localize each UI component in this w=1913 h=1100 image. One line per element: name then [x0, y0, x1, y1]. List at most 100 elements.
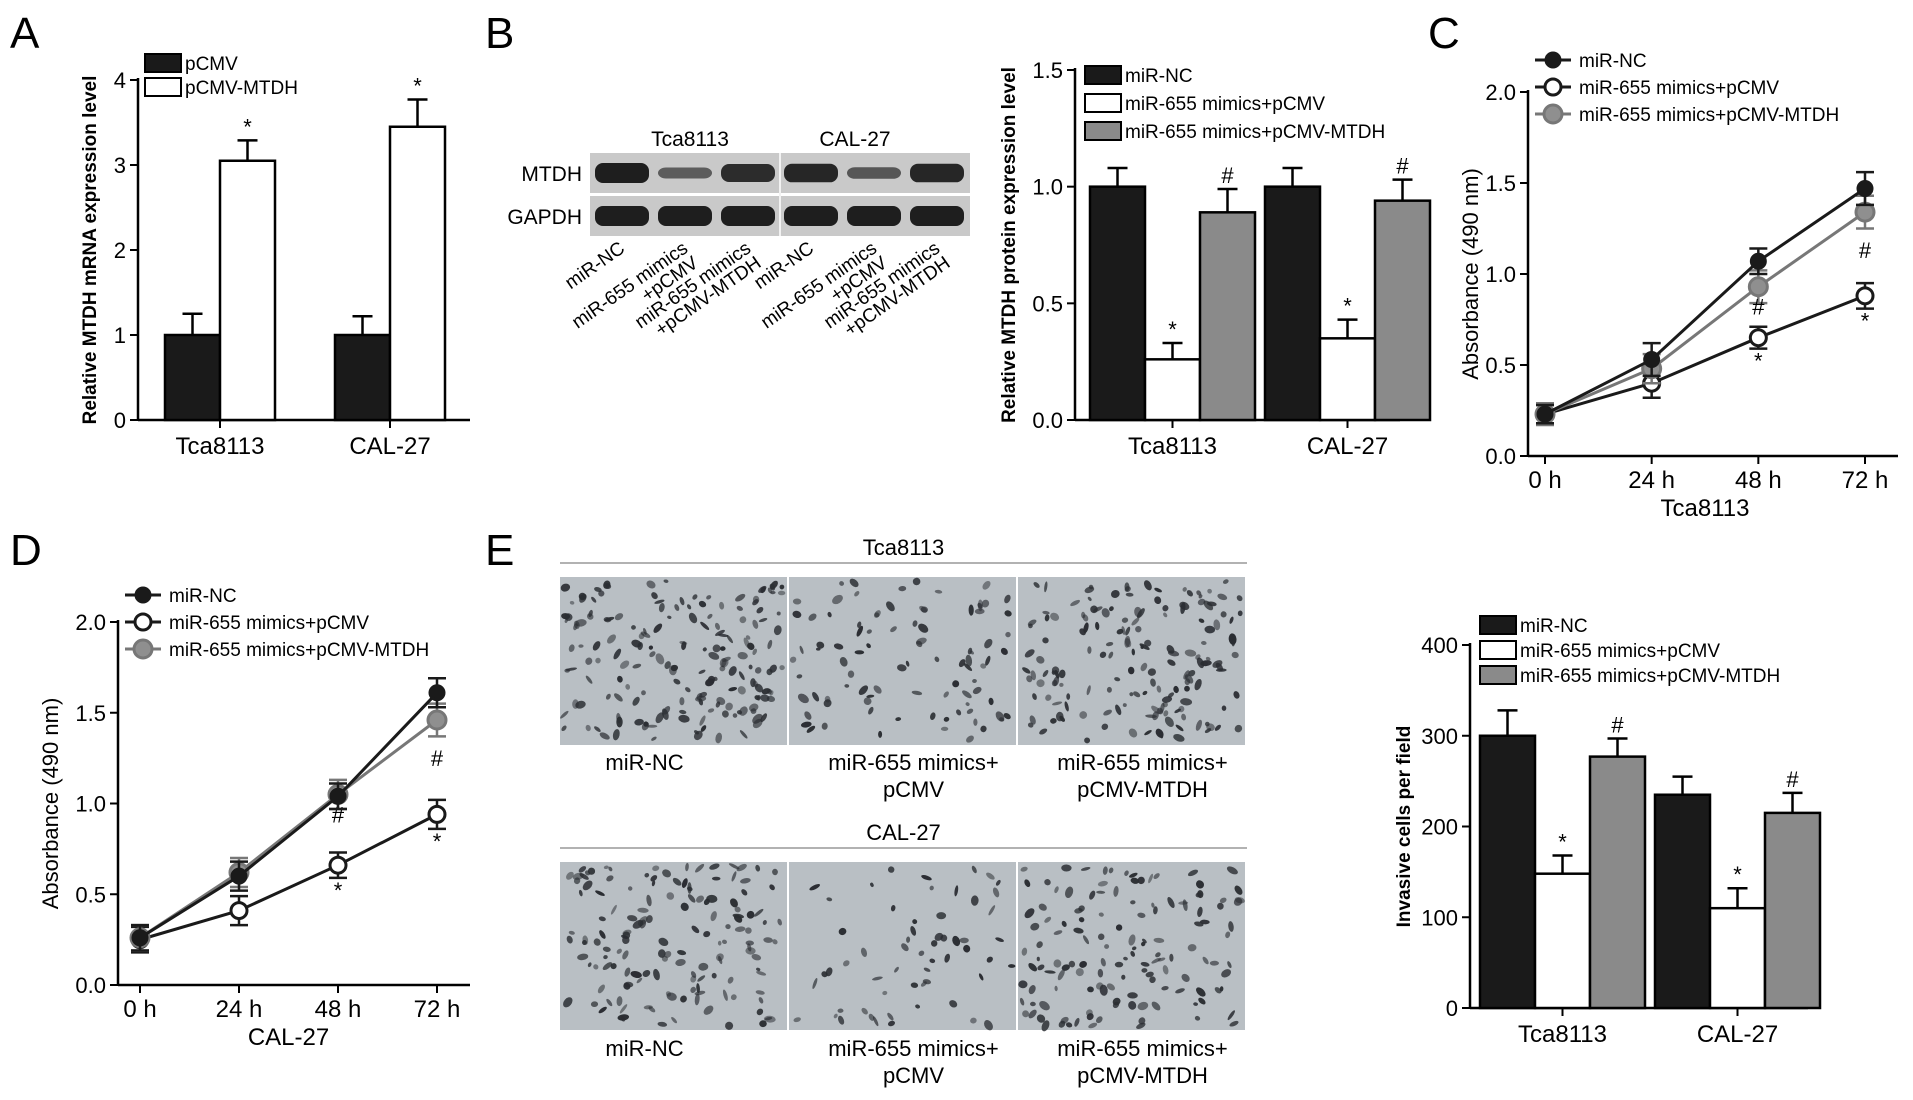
invading-cell	[890, 905, 896, 912]
invading-cell	[1042, 610, 1050, 615]
bar-mir-nc-cal-27	[1263, 185, 1322, 422]
invading-cell	[648, 645, 654, 650]
invading-cell	[986, 872, 995, 880]
data-point-mir-nc	[1643, 351, 1661, 369]
invading-cell	[687, 894, 696, 903]
invading-cell	[664, 661, 671, 670]
series-line-mir-655-mimics-pcmv-mtdh	[1544, 210, 1866, 416]
invading-cell	[847, 670, 855, 678]
invading-cell	[779, 665, 785, 671]
invading-cell	[1137, 912, 1146, 918]
invading-cell	[1217, 593, 1228, 601]
invading-cell	[1220, 611, 1227, 618]
invading-cell	[599, 732, 610, 740]
invading-cell	[1221, 705, 1227, 711]
invading-cell	[1101, 608, 1110, 618]
invading-cell	[709, 863, 720, 870]
invading-cell	[1000, 647, 1008, 655]
invading-cell	[711, 876, 721, 881]
invading-cell	[1198, 618, 1205, 623]
invading-cell	[685, 862, 689, 872]
y-tick-label: 2	[114, 238, 126, 263]
invading-cell	[1008, 964, 1016, 968]
invading-cell	[760, 694, 770, 702]
invading-cell	[980, 663, 987, 669]
legend-swatch	[144, 53, 182, 73]
invading-cell	[687, 604, 692, 610]
invading-cell	[672, 877, 682, 886]
y-tick-label: 2.0	[75, 610, 106, 635]
invading-cell	[657, 1021, 668, 1027]
invading-cell	[873, 685, 882, 694]
invading-cell	[777, 918, 782, 926]
invading-cell	[1083, 622, 1089, 634]
invading-cell	[833, 643, 844, 650]
invading-cell	[1221, 969, 1232, 978]
invading-cell	[680, 995, 687, 1003]
significance-mark: #	[431, 746, 444, 771]
invading-cell	[804, 711, 812, 720]
significance-mark: *	[1343, 294, 1352, 319]
invading-cell	[1161, 696, 1173, 703]
invading-cell	[575, 619, 587, 627]
invading-cell	[752, 599, 759, 606]
panel-label-e: E	[485, 526, 514, 575]
invading-cell	[616, 948, 622, 954]
invading-cell	[671, 1016, 678, 1024]
invading-cell	[1197, 906, 1203, 918]
invading-cell	[678, 714, 690, 723]
chart-a-mrna-bar: 0 1 2 3 4 Relative MTDH mRNA expression level…	[80, 53, 470, 460]
invading-cell	[666, 892, 675, 900]
invading-cell	[952, 935, 961, 947]
legend-label: miR-655 mimics+pCMV	[1125, 94, 1325, 115]
invading-cell	[974, 608, 985, 615]
invading-cell	[655, 653, 665, 665]
invading-cell	[1202, 956, 1209, 965]
invading-cell	[1204, 625, 1216, 634]
invading-cell	[1124, 638, 1132, 648]
invading-cell	[1079, 960, 1087, 968]
invading-cell	[680, 902, 689, 911]
invading-cell	[1061, 920, 1067, 927]
invading-cell	[1098, 912, 1104, 917]
invading-cell	[1205, 656, 1211, 661]
blot-band	[847, 206, 901, 226]
invading-cell	[897, 664, 907, 672]
invading-cell	[1194, 921, 1204, 927]
image-caption: miR-655 mimics+ pCMV	[828, 1036, 999, 1088]
invading-cell	[772, 939, 778, 945]
invading-cell	[593, 964, 599, 970]
invading-cell	[965, 654, 973, 667]
invading-cell	[1044, 970, 1056, 974]
invading-cell	[912, 620, 918, 627]
invading-cell	[992, 887, 1000, 898]
invading-cell	[1131, 946, 1137, 951]
invading-cell	[968, 604, 974, 616]
invading-cell	[1184, 649, 1197, 657]
invading-cell	[1122, 703, 1127, 708]
invading-cell	[730, 994, 737, 1001]
invading-cell	[619, 660, 630, 669]
invading-cell	[910, 926, 917, 936]
legend-label: miR-NC	[1125, 66, 1193, 87]
chart-e-invasion-bar: 0 100 200 300 400 Invasive cells per field * # T…	[1394, 615, 1822, 1048]
invading-cell	[1182, 587, 1187, 592]
invading-cell	[756, 1008, 764, 1016]
invading-cell	[1153, 937, 1165, 943]
invading-cell	[617, 675, 623, 683]
invading-cell	[1087, 596, 1092, 601]
legend-label: pCMV-MTDH	[185, 78, 298, 99]
invading-cell	[1151, 957, 1161, 964]
invading-cell	[737, 652, 748, 660]
invading-cell	[698, 669, 706, 674]
y-tick-label: 0.0	[1485, 444, 1516, 469]
bar-pcmv-mtdh-cal-27	[388, 125, 447, 422]
invading-cell	[833, 1013, 838, 1019]
invading-cell	[745, 940, 754, 946]
invading-cell	[923, 967, 931, 972]
invading-cell	[727, 976, 734, 984]
invading-cell	[1130, 950, 1136, 957]
invading-cell	[569, 600, 575, 605]
invading-cell	[700, 621, 710, 631]
